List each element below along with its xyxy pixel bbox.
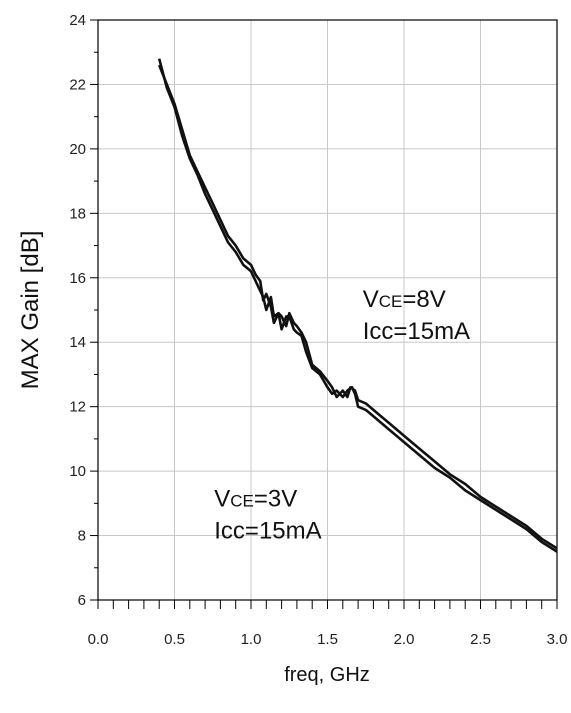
x-tick-label: 3.0 (547, 631, 568, 648)
y-tick-label: 12 (69, 399, 86, 416)
series-group (157, 58, 558, 553)
x-tick-label: 1.0 (241, 631, 262, 648)
y-tick-label: 20 (69, 141, 86, 158)
annotation-bias-voltage: VCE=3V (214, 486, 297, 513)
grid (98, 20, 557, 600)
y-axis-title: MAX Gain [dB] (17, 231, 44, 390)
y-tick-label: 6 (78, 592, 86, 609)
annotation-bias-current: Icc=15mA (363, 318, 470, 345)
x-tick-labels: 0.0 0.5 1.0 1.5 2.0 2.5 3.0 (88, 631, 568, 648)
minor-ticks (90, 19, 558, 609)
x-tick-label: 0.5 (164, 631, 185, 648)
annotations: VCE=8V Icc=15mA VCE=3V Icc=15mA (214, 286, 470, 545)
annotation-2: VCE=3V Icc=15mA (214, 486, 321, 545)
y-tick-label: 22 (69, 76, 86, 93)
x-axis-title: freq, GHz (284, 664, 370, 686)
y-tick-label: 18 (69, 205, 86, 222)
x-tick-label: 0.0 (88, 631, 109, 648)
annotation-bias-voltage: VCE=8V (363, 286, 446, 313)
annotation-1: VCE=8V Icc=15mA (363, 286, 470, 345)
x-tick-label: 2.5 (470, 631, 491, 648)
y-tick-label: 16 (69, 270, 86, 287)
annotation-bias-current: Icc=15mA (214, 518, 321, 545)
series-line-1 (157, 58, 558, 553)
series-line-2 (157, 64, 558, 550)
y-tick-label: 14 (69, 334, 86, 351)
y-tick-label: 8 (78, 528, 86, 545)
y-tick-label: 24 (69, 12, 86, 29)
y-tick-label: 10 (69, 463, 86, 480)
x-tick-label: 2.0 (394, 631, 415, 648)
x-tick-label: 1.5 (317, 631, 338, 648)
y-tick-labels: 6 8 10 12 14 16 18 20 22 24 (69, 12, 86, 609)
